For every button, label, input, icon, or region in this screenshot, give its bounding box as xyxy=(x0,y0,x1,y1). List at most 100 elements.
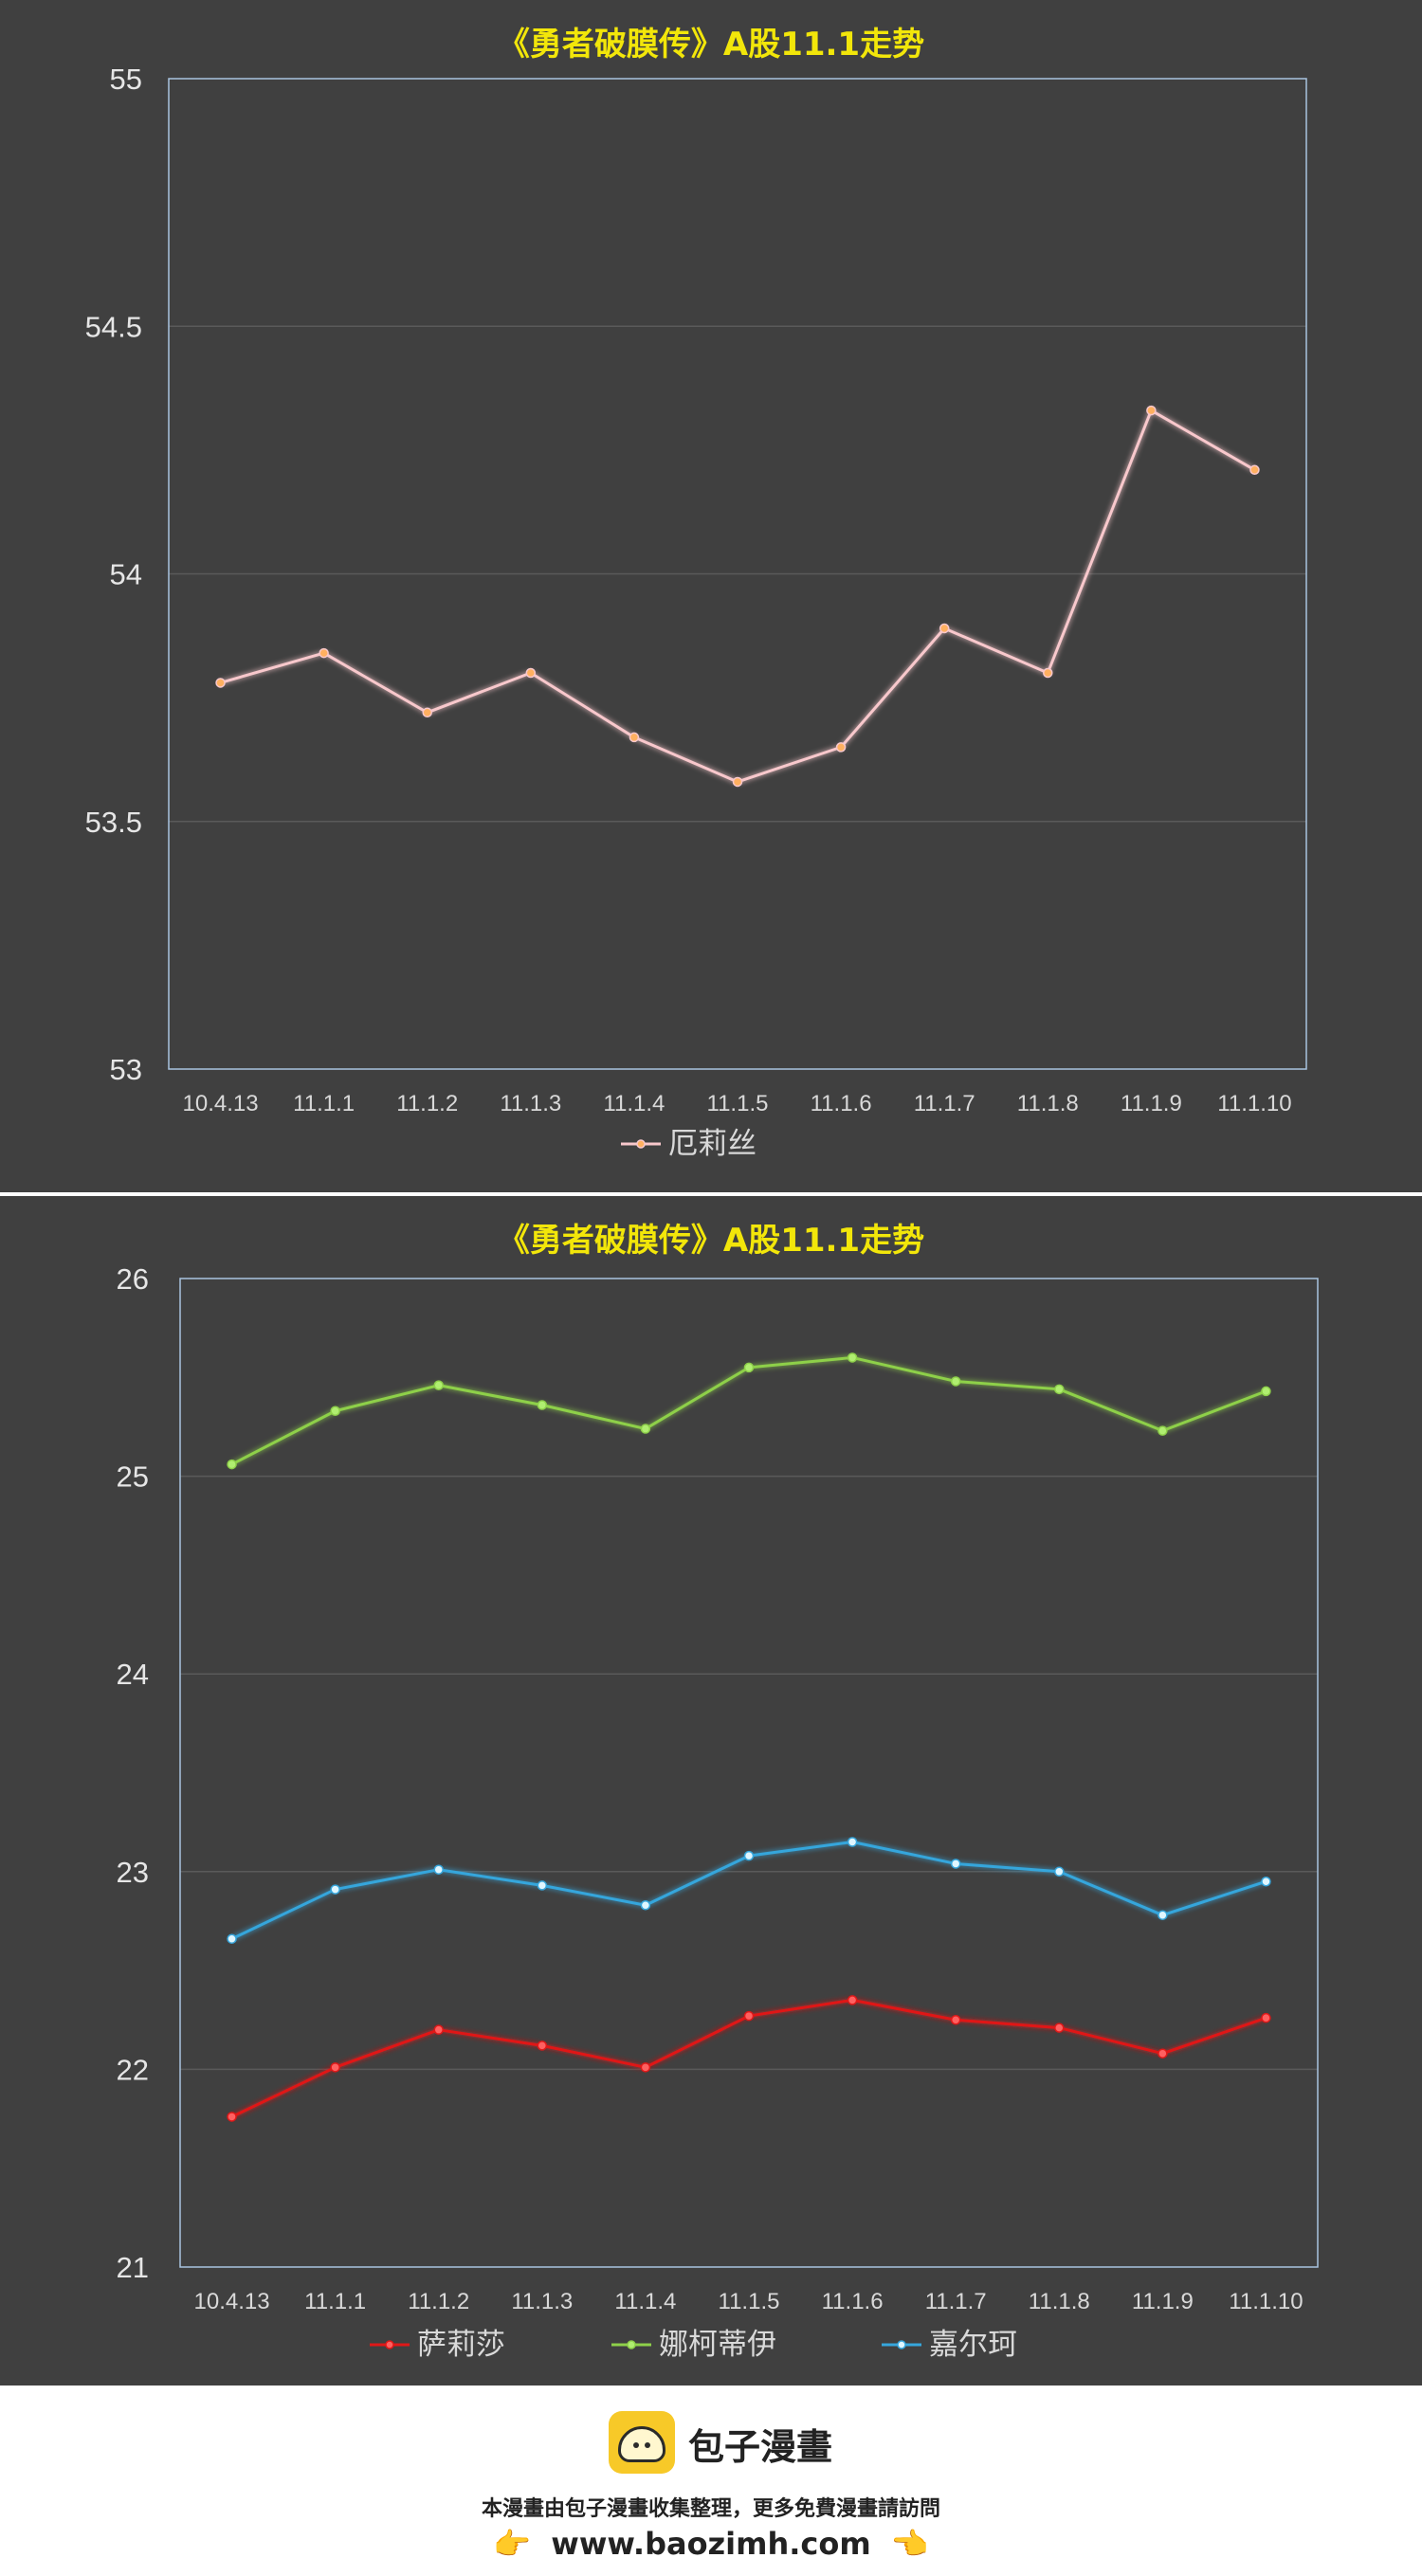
legend-marker-icon xyxy=(385,2340,394,2349)
x-tick-label: 11.1.7 xyxy=(914,1091,975,1116)
site-url-link[interactable]: www.baozimh.com xyxy=(551,2526,871,2562)
legend-marker-icon xyxy=(897,2340,906,2349)
data-point xyxy=(537,1400,548,1410)
x-tick-label: 11.1.4 xyxy=(614,2289,676,2314)
chart-panel-1: 《勇者破膜传》A股11.1走势 53 53.5 54 54.5 55 10.4.13 11.1… xyxy=(0,0,1422,1192)
y-tick-label: 55 xyxy=(110,63,142,96)
x-tick-label: 11.1.5 xyxy=(707,1091,769,1116)
chart-title: 《勇者破膜传》A股11.1走势 xyxy=(498,26,924,63)
data-point xyxy=(433,2024,444,2035)
y-tick-label: 21 xyxy=(117,2251,149,2284)
pointing-hand-left-icon: 👈 xyxy=(890,2526,929,2562)
data-point xyxy=(227,2112,237,2122)
data-point xyxy=(835,742,847,753)
data-point xyxy=(422,707,432,718)
legend-label: 嘉尔珂 xyxy=(929,2328,1017,2362)
chart-title: 《勇者破膜传》A股11.1走势 xyxy=(498,1222,924,1260)
x-tick-label: 11.1.8 xyxy=(1017,1091,1079,1116)
site-footer: 包子漫畫 本漫畫由包子漫畫收集整理，更多免費漫畫請訪問 👉 www.baozim… xyxy=(0,2386,1422,2576)
x-tick-label: 11.1.2 xyxy=(396,1091,458,1116)
x-tick-label: 10.4.13 xyxy=(183,1091,259,1116)
url-row: 👉 www.baozimh.com 👈 xyxy=(0,2526,1422,2562)
data-point xyxy=(1158,1425,1168,1436)
footer-notice: 本漫畫由包子漫畫收集整理，更多免費漫畫請訪問 xyxy=(481,2497,940,2521)
series-line-1 xyxy=(220,408,1256,784)
baozi-logo-icon xyxy=(609,2411,675,2474)
y-tick-label: 24 xyxy=(117,1658,149,1691)
data-point xyxy=(640,1424,651,1434)
x-tick-label: 10.4.13 xyxy=(194,2289,270,2314)
data-point xyxy=(743,1362,755,1373)
y-tick-label: 23 xyxy=(117,1856,149,1889)
data-point xyxy=(537,2041,548,2051)
data-point xyxy=(640,1900,651,1911)
data-point xyxy=(1261,1386,1271,1397)
data-point xyxy=(525,667,537,679)
x-tick-label: 11.1.9 xyxy=(1132,2289,1194,2314)
data-point xyxy=(939,623,950,634)
x-tick-label: 11.1.9 xyxy=(1121,1091,1182,1116)
x-tick-label: 11.1.5 xyxy=(719,2289,780,2314)
x-tick-label: 11.1.4 xyxy=(603,1091,665,1116)
data-point xyxy=(743,2010,755,2022)
x-tick-label: 11.1.10 xyxy=(1229,2289,1303,2314)
y-tick-label: 25 xyxy=(117,1460,149,1494)
data-point xyxy=(950,1859,961,1869)
data-point xyxy=(227,1459,237,1470)
data-point xyxy=(1261,1876,1271,1887)
data-point xyxy=(950,2015,961,2025)
data-point xyxy=(1261,2012,1271,2023)
data-point xyxy=(640,2062,651,2073)
data-point xyxy=(330,2062,340,2073)
data-point xyxy=(537,1880,548,1891)
data-point xyxy=(227,1933,237,1944)
x-tick-label: 11.1.3 xyxy=(511,2289,573,2314)
chart-1: 《勇者破膜传》A股11.1走势 53 53.5 54 54.5 55 10.4.13 11.1… xyxy=(85,26,1307,1161)
chart-panel-2: 《勇者破膜传》A股11.1走势 21 22 23 24 25 26 10.4.13 11.1.1… xyxy=(0,1196,1422,2386)
data-point xyxy=(215,678,226,688)
data-point xyxy=(743,1850,755,1861)
data-point xyxy=(732,776,743,788)
data-point xyxy=(319,647,329,659)
legend-marker-icon xyxy=(627,2340,636,2349)
x-tick-label: 11.1.8 xyxy=(1029,2289,1090,2314)
y-tick-label: 53.5 xyxy=(85,806,142,839)
data-point xyxy=(847,1352,858,1363)
x-tick-label: 11.1.1 xyxy=(304,2289,366,2314)
data-point xyxy=(1249,464,1260,476)
legend-marker-icon xyxy=(636,1139,646,1149)
chart-2: 《勇者破膜传》A股11.1走势 21 22 23 24 25 26 10.4.13 11.1.1… xyxy=(117,1222,1319,2362)
data-point xyxy=(433,1380,444,1390)
data-point xyxy=(1043,667,1053,679)
legend-label: 厄莉丝 xyxy=(668,1127,757,1161)
data-point xyxy=(1054,2023,1065,2033)
data-point xyxy=(1158,2048,1168,2059)
x-tick-label: 11.1.3 xyxy=(500,1091,561,1116)
data-point xyxy=(950,1376,961,1387)
data-point xyxy=(330,1884,340,1895)
data-point xyxy=(847,1995,858,2005)
x-tick-label: 11.1.6 xyxy=(811,1091,872,1116)
x-tick-label: 11.1.6 xyxy=(822,2289,884,2314)
data-point xyxy=(847,1837,858,1847)
data-point xyxy=(1054,1384,1065,1395)
x-tick-label: 11.1.7 xyxy=(925,2289,987,2314)
data-point xyxy=(1146,405,1157,416)
plot-area-border xyxy=(168,78,1307,1070)
y-tick-label: 54 xyxy=(110,558,142,591)
y-tick-label: 53 xyxy=(110,1053,142,1086)
data-point xyxy=(1054,1866,1065,1878)
brand-name: 包子漫畫 xyxy=(688,2426,833,2468)
plot-area-border xyxy=(179,1278,1319,2268)
data-point xyxy=(629,732,640,743)
x-tick-label: 11.1.2 xyxy=(408,2289,469,2314)
legend-label: 娜柯蒂伊 xyxy=(659,2328,776,2362)
y-tick-label: 26 xyxy=(117,1262,149,1296)
x-tick-label: 11.1.1 xyxy=(293,1091,355,1116)
x-tick-label: 11.1.10 xyxy=(1217,1091,1291,1116)
series-line-2 xyxy=(230,1355,1267,1466)
legend-label: 萨莉莎 xyxy=(417,2328,505,2362)
y-tick-label: 22 xyxy=(117,2053,149,2086)
data-point xyxy=(330,1406,340,1417)
data-point xyxy=(433,1864,444,1875)
